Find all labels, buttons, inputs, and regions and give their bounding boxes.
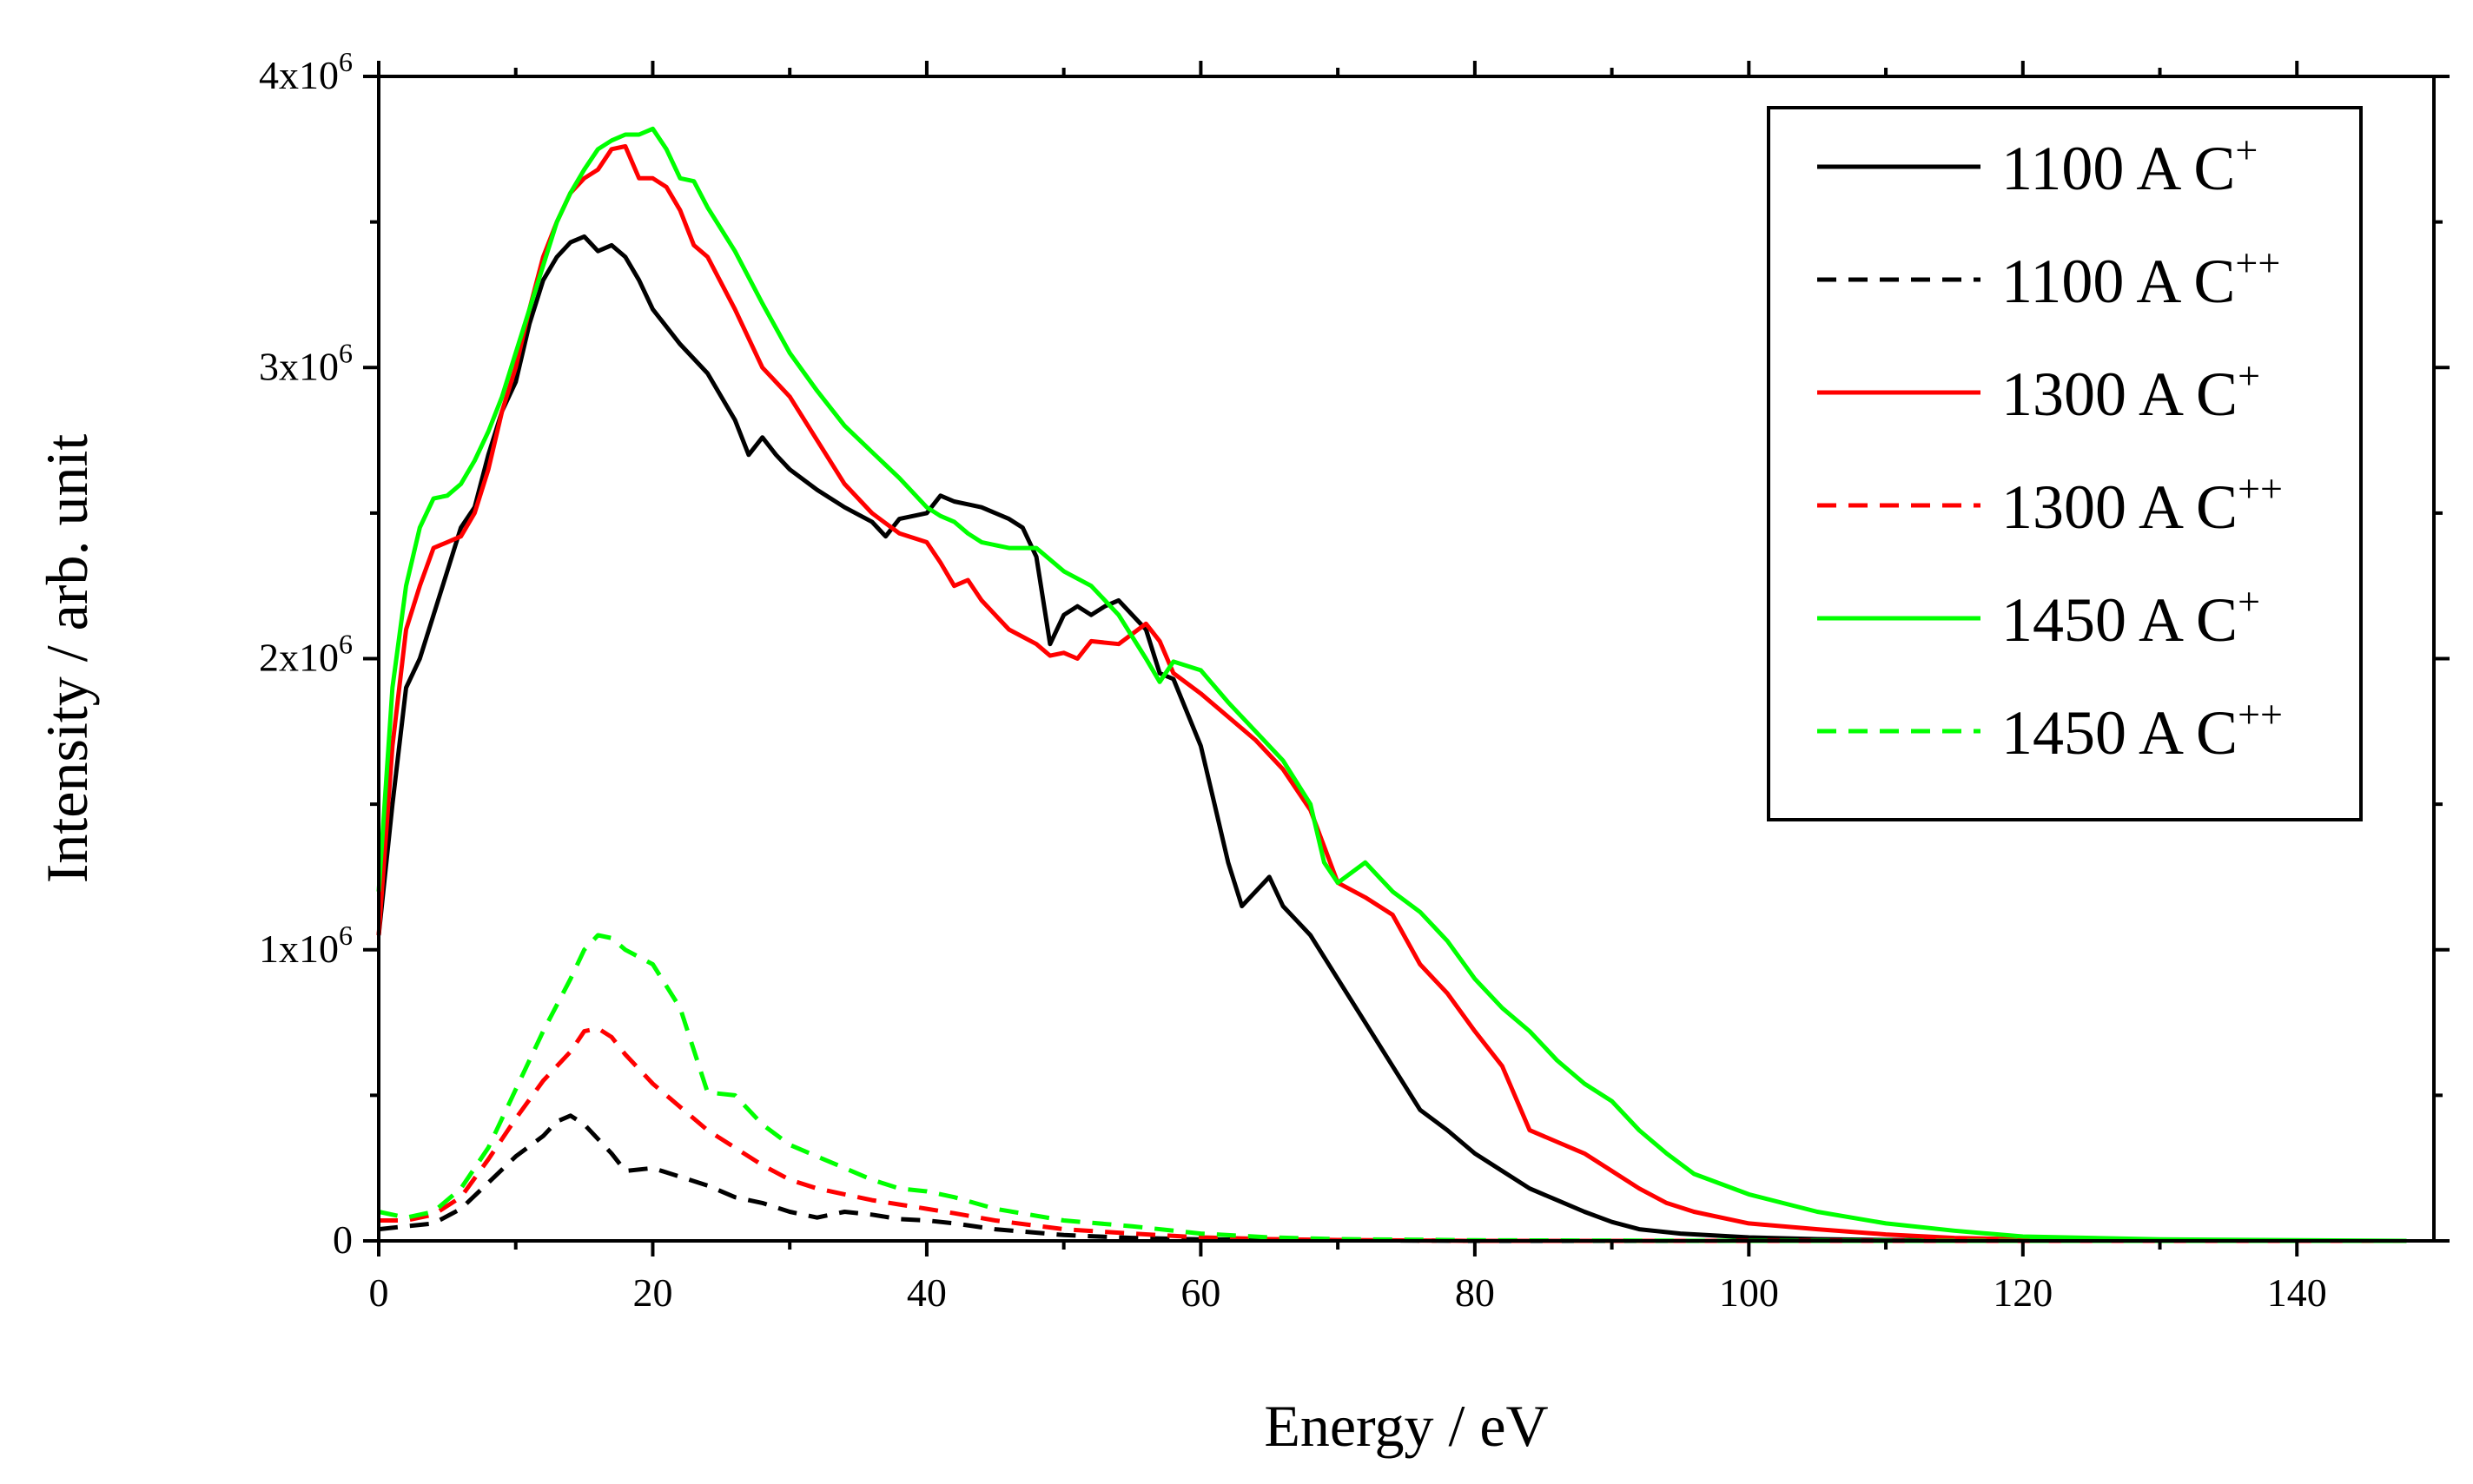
y-tick-label: 0 bbox=[333, 1217, 353, 1262]
y-tick-label: 2x106 bbox=[259, 629, 353, 680]
legend-label: 1300 A C++ bbox=[2001, 466, 2283, 542]
series-layer bbox=[376, 126, 2407, 1243]
legend-label: 1100 A C++ bbox=[2001, 241, 2280, 316]
x-axis-title: Energy / eV bbox=[1264, 1393, 1548, 1459]
x-tick-label: 80 bbox=[1455, 1270, 1495, 1315]
legend: 1100 A C+ 1100 A C++ 1300 A C+ 1300 A C++ 14… bbox=[1767, 106, 2363, 821]
y-tick-label: 3x106 bbox=[259, 337, 353, 388]
series-line-1-solid bbox=[376, 234, 2407, 1243]
x-tick-label: 60 bbox=[1180, 1270, 1220, 1315]
legend-label: 1300 A C+ bbox=[2001, 353, 2260, 429]
x-tick-label: 40 bbox=[907, 1270, 947, 1315]
legend-label: 1450 A C+ bbox=[2001, 579, 2260, 655]
x-tick-label: 20 bbox=[632, 1270, 672, 1315]
legend-box bbox=[1767, 106, 2363, 821]
axes-layer: 0 20 40 60 80 100 120 140 0 1x106 2x106 3x106 4x106 E… bbox=[34, 46, 2450, 1459]
x-tick-label: 100 bbox=[1719, 1270, 1779, 1315]
x-tick-label: 0 bbox=[369, 1270, 389, 1315]
x-tick-label: 120 bbox=[1993, 1270, 2053, 1315]
legend-label: 1450 A C++ bbox=[2001, 692, 2283, 768]
y-tick-label: 1x106 bbox=[259, 920, 353, 971]
series-line-3-solid bbox=[376, 144, 2407, 1243]
series-line-6-dashed bbox=[378, 933, 2407, 1243]
y-axis-title: Intensity / arb. unit bbox=[34, 434, 100, 884]
y-tick-label: 4x106 bbox=[259, 46, 353, 97]
series-line-4-dashed bbox=[379, 1026, 2407, 1243]
x-tick-label: 140 bbox=[2267, 1270, 2327, 1315]
series-line-5-solid bbox=[376, 126, 2407, 1243]
series-line-2-dashed bbox=[378, 1113, 2407, 1243]
legend-label: 1100 A C+ bbox=[2001, 128, 2258, 203]
